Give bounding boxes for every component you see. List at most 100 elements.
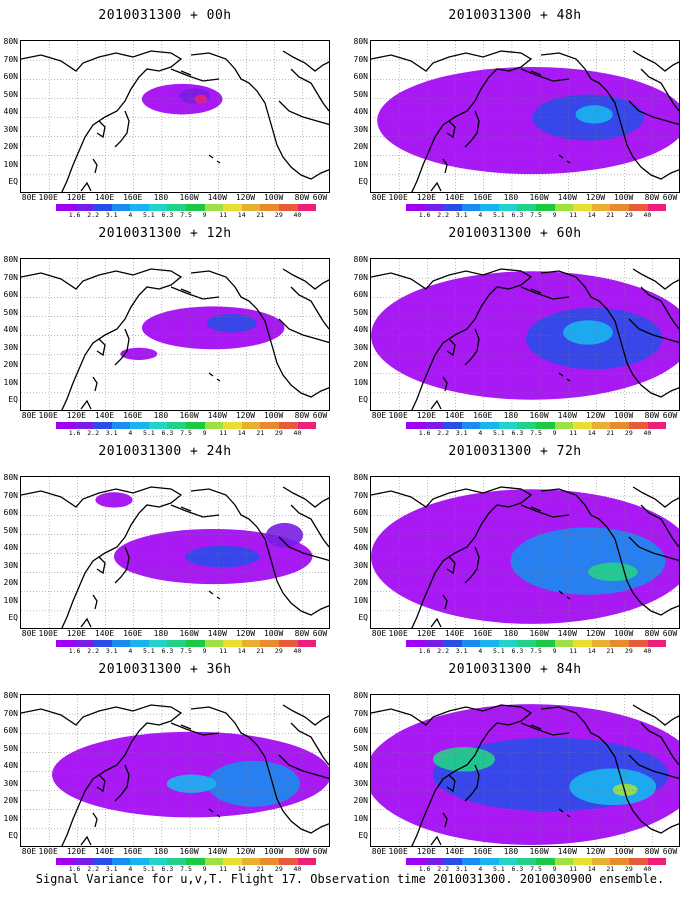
longitude-label: 160E: [473, 411, 493, 420]
colorbar-labels: 1.6 2.2 3.1 4 5.1 6.3 7.5 9 11 14 21 29 40: [56, 865, 316, 873]
coastline: [430, 594, 448, 628]
colorbar-segment: [111, 858, 131, 865]
coastline: [430, 812, 448, 846]
latitude-label: 50N: [353, 307, 368, 317]
latitude-label: EQ: [358, 613, 368, 622]
longitude-label: 180: [153, 847, 169, 856]
longitude-label: 120E: [66, 847, 86, 856]
colorbar-label: 1.6: [68, 865, 81, 873]
latitude-label: 20N: [3, 578, 18, 587]
colorbar-label: 5.1: [142, 211, 155, 219]
colorbar-label: 7.5: [180, 865, 192, 873]
colorbar-segment: [186, 640, 205, 647]
longitude-label: 100W: [263, 411, 284, 420]
colorbar-segment: [536, 422, 555, 429]
longitude-label: 120W: [235, 411, 256, 420]
colorbar-segment: [130, 204, 149, 211]
colorbar: [56, 204, 317, 211]
coastline: [190, 270, 329, 398]
longitude-label: 120E: [66, 629, 86, 638]
longitude-label: 140W: [207, 847, 227, 856]
latitude-label: 80N: [353, 473, 368, 482]
colorbar-segment: [297, 640, 317, 647]
latitude-label: 30N: [3, 342, 18, 352]
coastline: [558, 372, 571, 382]
colorbar-label: 21: [606, 429, 615, 437]
longitude-label: 60W: [312, 847, 328, 856]
colorbar-segment: [204, 858, 224, 865]
colorbar-segment: [56, 422, 75, 429]
colorbar-label: 9: [552, 429, 557, 437]
variance-region: [95, 492, 133, 508]
variance-region: [433, 747, 495, 772]
colorbar-segment: [148, 640, 168, 647]
longitude-label: 180: [153, 411, 169, 420]
map-panel: 2010031300 + 36h 80N 70N 60N 50N 40N 30N 20N 10N…: [0, 654, 330, 873]
latitude-label: 80N: [3, 691, 18, 700]
coastline: [278, 536, 329, 562]
coastline: [80, 158, 98, 192]
coastline: [80, 594, 98, 628]
colorbar-segment: [554, 422, 574, 429]
coastline: [208, 590, 221, 600]
colorbar-label: 6.3: [161, 865, 174, 873]
latitude-label: 20N: [3, 360, 18, 369]
colorbar-label: 14: [237, 865, 246, 873]
coastline: [632, 50, 679, 112]
latitude-label: 60N: [3, 726, 18, 735]
longitude-label: 60W: [662, 629, 678, 638]
colorbar-segment: [610, 422, 629, 429]
colorbar-label: 3.1: [105, 211, 118, 219]
colorbar-label: 9: [552, 647, 557, 655]
latitude-label: EQ: [8, 395, 18, 404]
colorbar-label: 3.1: [105, 429, 118, 437]
longitude-label: 160E: [473, 629, 493, 638]
longitude-label: 140E: [444, 629, 465, 638]
colorbar: [56, 640, 317, 647]
colorbar-segment: [498, 640, 518, 647]
colorbar-labels: 1.6 2.2 3.1 4 5.1 6.3 7.5 9 11 14 21 29 40: [406, 865, 666, 873]
colorbar-label: 4: [128, 647, 133, 655]
colorbar-segment: [591, 640, 611, 647]
panel-title: 2010031300 + 60h: [448, 226, 582, 241]
longitude-labels: 80E 100E 120E 140E 160E 180 160W 140W 120W 100W 80…: [20, 847, 330, 857]
latitude-label: 50N: [3, 307, 18, 317]
coastline: [628, 100, 679, 126]
colorbar-segment: [647, 422, 667, 429]
colorbar-segment: [56, 858, 75, 865]
colorbar-label: 29: [624, 647, 633, 655]
panel-title: 2010031300 + 48h: [448, 8, 582, 23]
longitude-label: 100E: [388, 193, 408, 202]
colorbar-label: 11: [569, 865, 578, 873]
colorbar-label: 29: [624, 211, 633, 219]
panel-title: 2010031300 + 24h: [98, 444, 232, 459]
longitude-label: 140W: [207, 193, 227, 202]
coastline: [430, 376, 448, 410]
longitude-label: 100W: [263, 193, 284, 202]
longitude-label: 100W: [613, 847, 634, 856]
longitude-label: 160E: [123, 629, 143, 638]
longitude-label: 180: [503, 193, 519, 202]
colorbar-label: 9: [202, 211, 207, 219]
colorbar-label: 4: [128, 865, 133, 873]
colorbar-segment: [406, 422, 425, 429]
colorbar-segment: [111, 422, 131, 429]
colorbar: [56, 422, 317, 429]
variance-region: [207, 760, 300, 807]
longitude-label: 140E: [444, 193, 465, 202]
colorbar-segment: [461, 640, 481, 647]
map-frame: [20, 258, 330, 411]
longitude-label: 80E: [21, 629, 37, 638]
coastline: [208, 372, 221, 382]
colorbar-segment: [204, 640, 224, 647]
latitude-label: 30N: [3, 778, 18, 788]
latitude-label: 60N: [353, 290, 368, 299]
map-svg: [371, 41, 679, 192]
map-frame: [370, 694, 680, 847]
coastline: [540, 706, 679, 834]
coastline: [170, 722, 220, 736]
colorbar-segment: [554, 204, 574, 211]
colorbar-label: 40: [293, 429, 302, 437]
colorbar: [406, 640, 667, 647]
longitude-labels: 80E 100E 120E 140E 160E 180 160W 140W 120W 100W 80…: [370, 411, 680, 421]
